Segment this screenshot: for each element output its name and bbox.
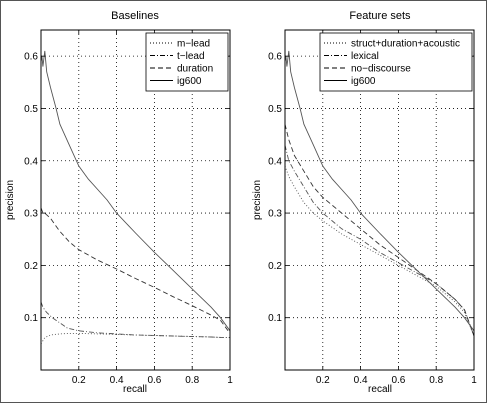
y-tick-label: 0.4 <box>24 156 38 167</box>
x-axis-label: recall <box>368 384 392 395</box>
x-tick-label: 1 <box>227 375 233 386</box>
legend-label: ig600 <box>351 76 376 87</box>
series-line-lexical <box>284 144 475 337</box>
plot-area <box>40 29 231 371</box>
legend-label: t−lead <box>177 51 205 62</box>
y-tick-label: 0.5 <box>268 104 282 115</box>
y-axis-label: precision <box>5 180 16 220</box>
series-line-ig600 <box>40 50 231 332</box>
legend-label: m−lead <box>177 39 210 50</box>
legend-label: no−discourse <box>351 64 411 75</box>
chart-panel-baselines: Baselines 0.2 0.4 0.6 0.8 1 0.1 0.2 0.3 0.4 0.5 0.… <box>5 10 233 395</box>
series-line-no-discourse <box>284 124 475 337</box>
x-tick-label: 0.8 <box>185 375 199 386</box>
y-tick-label: 0.6 <box>24 52 38 63</box>
legend-label: duration <box>177 64 213 75</box>
series-line-ig600 <box>284 50 475 332</box>
legend-label: struct+duration+acoustic <box>351 39 460 50</box>
legend-label: lexical <box>351 51 379 62</box>
y-tick-label: 0.2 <box>268 261 282 272</box>
series-line-struct-duration-acoustic <box>284 165 475 337</box>
x-tick-label: 1 <box>471 375 477 386</box>
y-tick-label: 0.1 <box>24 313 38 324</box>
y-tick-label: 0.1 <box>268 313 282 324</box>
y-tick-label: 0.2 <box>24 261 38 272</box>
x-axis-label: recall <box>123 384 147 395</box>
x-tick-label: 0.4 <box>354 375 368 386</box>
y-axis-label: precision <box>252 180 263 220</box>
y-tick-label: 0.3 <box>268 209 282 220</box>
legend-label: ig600 <box>177 76 202 87</box>
chart-title: Baselines <box>111 10 159 22</box>
chart-panel-feature-sets: Feature sets 0.2 0.4 0.6 0.8 1 0.1 0.2 0.3 0.4 0.… <box>252 10 477 395</box>
y-tick-label: 0.3 <box>24 209 38 220</box>
x-tick-label: 0.6 <box>391 375 405 386</box>
y-tick-label: 0.5 <box>24 104 38 115</box>
series-line-duration <box>40 207 231 334</box>
y-tick-label: 0.6 <box>268 52 282 63</box>
series-line-m-lead <box>40 332 230 345</box>
x-tick-label: 0.8 <box>429 375 443 386</box>
x-tick-label: 0.4 <box>110 375 124 386</box>
chart-title: Feature sets <box>349 10 411 22</box>
x-tick-label: 0.2 <box>72 375 86 386</box>
x-tick-label: 0.6 <box>147 375 161 386</box>
series-line-t-lead <box>40 301 230 339</box>
x-tick-label: 0.2 <box>316 375 330 386</box>
plot-area <box>284 29 475 371</box>
y-tick-label: 0.4 <box>268 156 282 167</box>
